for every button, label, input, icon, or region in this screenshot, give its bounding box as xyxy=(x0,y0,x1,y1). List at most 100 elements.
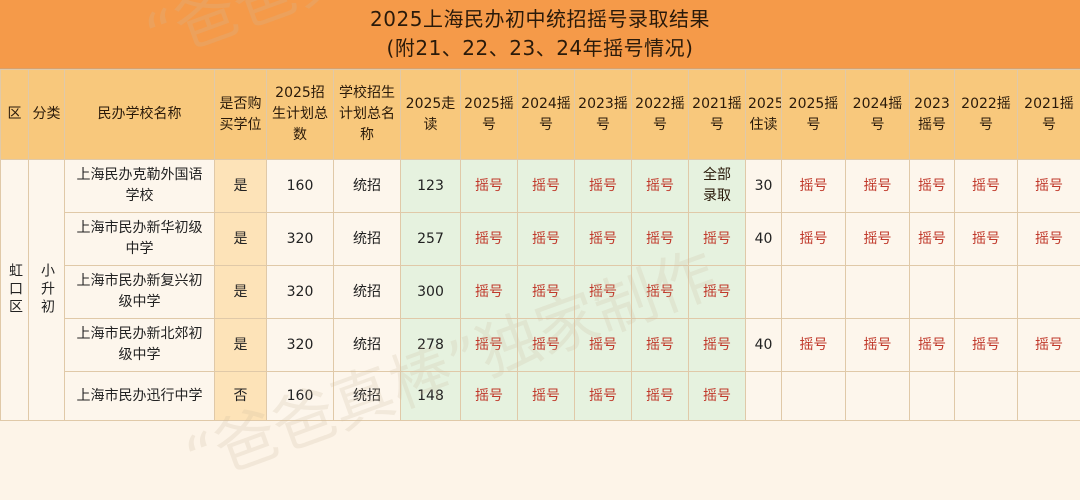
cell-d21: 摇号 xyxy=(689,372,746,421)
cell-board: 40 xyxy=(746,319,782,372)
header-cell: 2021摇号 xyxy=(1018,70,1080,160)
cell-day: 257 xyxy=(401,213,461,266)
cell-buy: 是 xyxy=(215,319,267,372)
cell-b24 xyxy=(846,266,910,319)
cell-buy: 是 xyxy=(215,213,267,266)
cell-day: 123 xyxy=(401,160,461,213)
cell-plan: 160 xyxy=(267,160,334,213)
cell-b23: 摇号 xyxy=(910,160,955,213)
header-cell: 2025摇号 xyxy=(461,70,518,160)
header-cell: 2021摇号 xyxy=(689,70,746,160)
cell-b22: 摇号 xyxy=(955,319,1018,372)
cell-d24: 摇号 xyxy=(518,213,575,266)
cell-d21: 摇号 xyxy=(689,213,746,266)
cell-d25: 摇号 xyxy=(461,213,518,266)
header-cell: 2022摇号 xyxy=(955,70,1018,160)
cell-b21 xyxy=(1018,372,1080,421)
page: 2025上海民办初中统招摇号录取结果 (附21、22、23、24年摇号情况) 区… xyxy=(0,0,1080,419)
header-cell: 2025走读 xyxy=(401,70,461,160)
district-cell: 虹口区 xyxy=(1,160,29,421)
cell-b21: 摇号 xyxy=(1018,160,1080,213)
cell-d21: 全部录取 xyxy=(689,160,746,213)
cell-d23: 摇号 xyxy=(575,266,632,319)
cell-d24: 摇号 xyxy=(518,319,575,372)
cell-b22: 摇号 xyxy=(955,213,1018,266)
cell-d22: 摇号 xyxy=(632,160,689,213)
cell-type: 统招 xyxy=(334,160,401,213)
cell-plan: 320 xyxy=(267,213,334,266)
cell-type: 统招 xyxy=(334,319,401,372)
cell-board: 40 xyxy=(746,213,782,266)
cell-name: 上海市民办迅行中学 xyxy=(65,372,215,421)
cell-day: 300 xyxy=(401,266,461,319)
cell-b23: 摇号 xyxy=(910,213,955,266)
cell-b24: 摇号 xyxy=(846,319,910,372)
header-cell: 2023摇号 xyxy=(575,70,632,160)
cell-d22: 摇号 xyxy=(632,266,689,319)
category-cell: 小升初 xyxy=(29,160,65,421)
header-cell: 2023摇号 xyxy=(910,70,955,160)
header-cell: 是否购买学位 xyxy=(215,70,267,160)
cell-b25: 摇号 xyxy=(782,160,846,213)
cell-b22 xyxy=(955,372,1018,421)
cell-buy: 是 xyxy=(215,266,267,319)
header-cell: 2025摇号 xyxy=(782,70,846,160)
header-cell: 2025住读 xyxy=(746,70,782,160)
cell-board: 30 xyxy=(746,160,782,213)
cell-plan: 160 xyxy=(267,372,334,421)
cell-d22: 摇号 xyxy=(632,213,689,266)
cell-board xyxy=(746,266,782,319)
cell-b25 xyxy=(782,372,846,421)
cell-d25: 摇号 xyxy=(461,319,518,372)
cell-d25: 摇号 xyxy=(461,372,518,421)
cell-b23 xyxy=(910,266,955,319)
cell-d25: 摇号 xyxy=(461,160,518,213)
cell-d23: 摇号 xyxy=(575,160,632,213)
cell-day: 278 xyxy=(401,319,461,372)
header-cell: 2022摇号 xyxy=(632,70,689,160)
cell-name: 上海民办克勒外国语学校 xyxy=(65,160,215,213)
title-line1: 2025上海民办初中统招摇号录取结果 xyxy=(0,0,1080,34)
cell-b23 xyxy=(910,372,955,421)
cell-b22 xyxy=(955,266,1018,319)
cell-d24: 摇号 xyxy=(518,372,575,421)
cell-d22: 摇号 xyxy=(632,319,689,372)
cell-b21: 摇号 xyxy=(1018,319,1080,372)
header-cell: 民办学校名称 xyxy=(65,70,215,160)
cell-type: 统招 xyxy=(334,266,401,319)
header-cell: 2024摇号 xyxy=(846,70,910,160)
header-cell: 区 xyxy=(1,70,29,160)
header-cell: 2024摇号 xyxy=(518,70,575,160)
cell-b24: 摇号 xyxy=(846,213,910,266)
header-cell: 学校招生计划总名称 xyxy=(334,70,401,160)
cell-name: 上海市民办新北郊初级中学 xyxy=(65,319,215,372)
cell-d24: 摇号 xyxy=(518,266,575,319)
cell-b21 xyxy=(1018,266,1080,319)
title-banner: 2025上海民办初中统招摇号录取结果 (附21、22、23、24年摇号情况) xyxy=(0,0,1080,69)
cell-b21: 摇号 xyxy=(1018,213,1080,266)
title-line2: (附21、22、23、24年摇号情况) xyxy=(0,34,1080,63)
cell-b22: 摇号 xyxy=(955,160,1018,213)
cell-buy: 是 xyxy=(215,160,267,213)
cell-name: 上海市民办新华初级中学 xyxy=(65,213,215,266)
cell-d25: 摇号 xyxy=(461,266,518,319)
cell-b23: 摇号 xyxy=(910,319,955,372)
cell-board xyxy=(746,372,782,421)
cell-plan: 320 xyxy=(267,266,334,319)
cell-type: 统招 xyxy=(334,372,401,421)
cell-buy: 否 xyxy=(215,372,267,421)
cell-b25: 摇号 xyxy=(782,213,846,266)
header-cell: 分类 xyxy=(29,70,65,160)
cell-d24: 摇号 xyxy=(518,160,575,213)
header-cell: 2025招生计划总数 xyxy=(267,70,334,160)
cell-name: 上海市民办新复兴初级中学 xyxy=(65,266,215,319)
cell-plan: 320 xyxy=(267,319,334,372)
cell-d22: 摇号 xyxy=(632,372,689,421)
cell-b25: 摇号 xyxy=(782,319,846,372)
